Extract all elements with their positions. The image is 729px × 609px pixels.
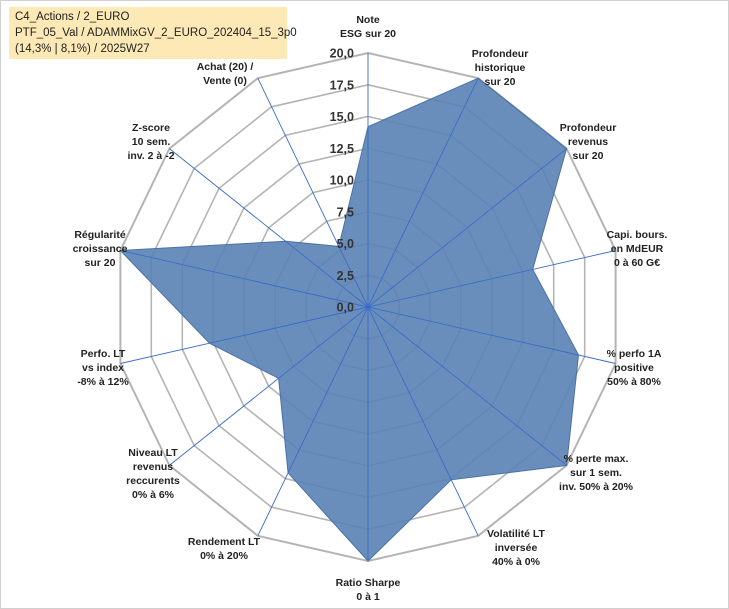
axis-label-line: inversée: [495, 542, 538, 554]
axis-label-line: Profondeur: [472, 48, 529, 60]
axis-label-line: -8% à 12%: [77, 376, 129, 388]
tick-label: 5,0: [337, 237, 354, 251]
axis-spoke: [169, 306, 369, 466]
axis-label-line: % perfo 1A: [607, 348, 662, 360]
axis-label-line: Z-score: [132, 122, 170, 134]
axis-label-line: Note: [356, 14, 379, 26]
axis-label-line: 0 à 1: [356, 591, 380, 603]
axis-labels: Note ESG sur 20 Profondeur historique sur 20…: [73, 14, 668, 603]
axis-label-line: sur 20: [573, 150, 604, 162]
axis-spoke: [169, 148, 369, 308]
axis-label-line: sur 1 sem.: [570, 467, 622, 479]
axis-label-line: Ratio Sharpe: [336, 577, 401, 589]
axis-label: Volatilité LT inversée 40% à 0%: [487, 528, 546, 568]
axis-label-line: Profondeur: [560, 122, 617, 134]
tick-label: 10,0: [330, 174, 354, 188]
axis-label-line: 10 sem.: [132, 136, 171, 148]
axis-label: Z-score 10 sem. inv. 2 à -2: [127, 122, 174, 162]
axis-label-line: Capi. bours.: [607, 229, 668, 241]
axis-label-line: vs index: [82, 362, 124, 374]
axis-label-line: inv. 2 à -2: [127, 150, 174, 162]
axis-label-line: sur 20: [485, 76, 516, 88]
axis-label-line: Vente (0): [203, 75, 247, 87]
axis-spoke: [367, 78, 479, 308]
axis-label-line: Volatilité LT: [487, 528, 546, 540]
axis-label-line: 0% à 20%: [200, 550, 249, 562]
axis-label: Note ESG sur 20: [340, 14, 396, 40]
axis-label: Capi. bours. en MdEUR 0 à 60 G€: [607, 229, 668, 269]
axis-label-line: revenus: [133, 461, 173, 473]
axis-label-line: 50% à 80%: [607, 376, 661, 388]
axis-label-line: croissance: [73, 243, 128, 255]
axis-spoke: [367, 306, 567, 466]
axis-label-line: sur 20: [85, 257, 116, 269]
axis-label: Perfo. LT vs index -8% à 12%: [77, 348, 129, 388]
axis-label-line: Rendement LT: [188, 536, 261, 548]
axis-spoke: [367, 148, 567, 308]
tick-labels: 0,0 2,5 5,0 7,5 10,0 12,5 15,0 17,5 20,0: [330, 47, 354, 315]
axis-label-line: 0 à 60 G€: [614, 257, 660, 269]
axis-label-line: Niveau LT: [128, 447, 178, 459]
axis-spoke: [120, 306, 369, 364]
axis-spoke: [120, 250, 369, 308]
axis-spoke: [367, 250, 616, 308]
axis-label-line: historique: [475, 62, 526, 74]
title-line-3: (14,3% | 8,1%) / 2025W27: [15, 43, 150, 55]
axis-label-line: positive: [614, 362, 654, 374]
axis-label-line: % perte max.: [564, 453, 629, 465]
axis-label: % perfo 1A positive 50% à 80%: [607, 348, 662, 388]
axis-spoke: [367, 306, 616, 364]
axis-label-line: 0% à 6%: [132, 489, 175, 501]
axis-spoke: [257, 306, 369, 536]
chart-title-box: C4_Actions / 2_EURO PTF_05_Val / ADAMMix…: [9, 7, 297, 59]
axis-spoke: [367, 306, 479, 536]
tick-label: 15,0: [330, 110, 354, 124]
axis-label: Régularité croissance sur 20: [73, 229, 128, 269]
axis-label: Ratio Sharpe 0 à 1: [336, 577, 401, 603]
axis-label-line: Régularité: [74, 229, 126, 241]
tick-label: 2,5: [337, 269, 354, 283]
axis-label: Niveau LT revenus reccurents 0% à 6%: [126, 447, 180, 501]
tick-label: 7,5: [337, 205, 354, 219]
tick-label: 20,0: [330, 47, 354, 61]
axis-label-line: revenus: [568, 136, 608, 148]
axis-label: Profondeur revenus sur 20: [560, 122, 617, 162]
axis-label-line: ESG sur 20: [340, 28, 396, 40]
axis-label-line: Achat (20) /: [197, 61, 254, 73]
tick-label: 12,5: [330, 142, 354, 156]
axis-label-line: inv. 50% à 20%: [559, 481, 634, 493]
tick-label: 17,5: [330, 78, 354, 92]
axis-label-line: en MdEUR: [611, 243, 664, 255]
axis-label: % perte max. sur 1 sem. inv. 50% à 20%: [559, 453, 634, 493]
axis-label: Profondeur historique sur 20: [472, 48, 529, 88]
axis-spokes: [120, 53, 616, 561]
axis-label-line: Perfo. LT: [81, 348, 126, 360]
axis-label-line: 40% à 0%: [492, 556, 541, 568]
title-line-1: C4_Actions / 2_EURO: [15, 11, 130, 23]
title-line-2: PTF_05_Val / ADAMMixGV_2_EURO_202404_15_…: [15, 27, 297, 39]
tick-label: 0,0: [337, 301, 354, 315]
axis-label-line: reccurents: [126, 475, 180, 487]
axis-spoke: [257, 78, 369, 308]
axis-label: Rendement LT 0% à 20%: [188, 536, 261, 562]
